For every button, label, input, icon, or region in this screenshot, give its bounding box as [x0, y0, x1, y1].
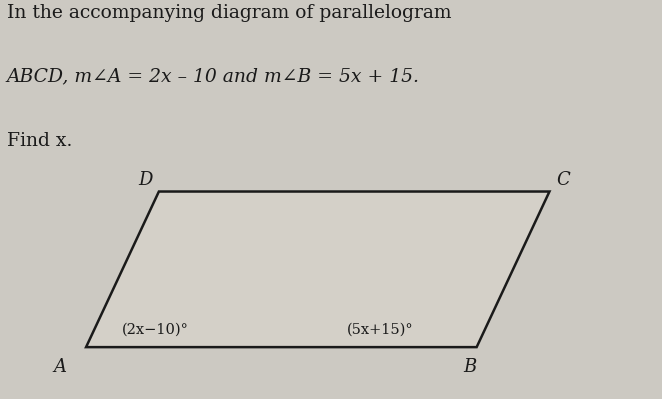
- Text: C: C: [556, 170, 569, 189]
- Text: (5x+15)°: (5x+15)°: [348, 322, 414, 336]
- Polygon shape: [86, 192, 549, 347]
- Text: Find x.: Find x.: [7, 132, 72, 150]
- Text: (2x−10)°: (2x−10)°: [122, 322, 189, 336]
- Text: D: D: [138, 170, 153, 189]
- Text: B: B: [463, 358, 477, 376]
- Text: ABCD, m∠A = 2x – 10 and m∠B = 5x + 15.: ABCD, m∠A = 2x – 10 and m∠B = 5x + 15.: [7, 68, 420, 86]
- Text: A: A: [53, 358, 66, 376]
- Text: In the accompanying diagram of parallelogram: In the accompanying diagram of parallelo…: [7, 4, 451, 22]
